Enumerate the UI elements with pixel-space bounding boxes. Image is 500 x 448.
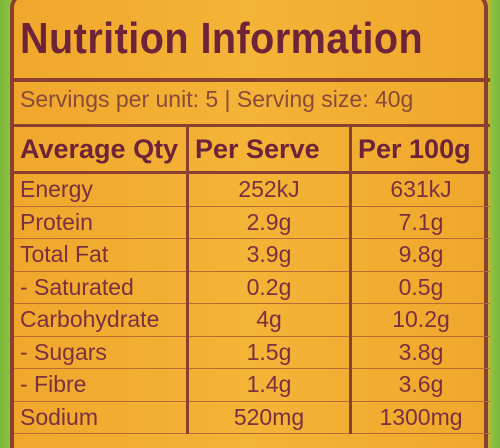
nutrient-row: Carbohydrate 4g 10.2g [14, 303, 490, 337]
nutrient-row: Sodium 520mg 1300mg [14, 401, 490, 434]
nutrient-row: - Sugars 1.5g 3.8g [14, 336, 490, 369]
nutrition-table: Average Qty Per Serve Per 100g Energy 252kJ… [14, 124, 490, 434]
nutrient-value: 0.5g [350, 271, 490, 304]
nutrient-row: - Fibre 1.4g 3.6g [14, 368, 490, 402]
table-body: Energy 252kJ 631kJ Protein 2.9g 7.1g Total Fat… [14, 172, 490, 434]
nutrient-row: Energy 252kJ 631kJ [14, 172, 490, 207]
nutrient-value: 4g [186, 303, 352, 337]
column-header: Per Serve [186, 124, 352, 174]
nutrient-value: 3.8g [350, 336, 490, 369]
nutrient-name: Carbohydrate [14, 303, 188, 337]
column-header: Per 100g [350, 124, 490, 174]
nutrient-value: 1300mg [350, 401, 490, 434]
nutrient-value: 9.8g [350, 238, 490, 272]
nutrient-row: Total Fat 3.9g 9.8g [14, 238, 490, 272]
nutrient-name: - Fibre [14, 368, 188, 402]
nutrient-value: 252kJ [186, 172, 352, 207]
nutrient-value: 520mg [186, 401, 352, 434]
nutrient-value: 3.6g [350, 368, 490, 402]
nutrient-name: Protein [14, 206, 188, 239]
column-header: Average Qty [14, 124, 188, 174]
nutrient-value: 3.9g [186, 238, 352, 272]
nutrient-name: Sodium [14, 401, 188, 434]
table-head: Average Qty Per Serve Per 100g [14, 124, 490, 174]
title: Nutrition Information [20, 14, 424, 63]
nutrient-value: 10.2g [350, 303, 490, 337]
nutrient-name: Total Fat [14, 238, 188, 272]
nutrient-value: 0.2g [186, 271, 352, 304]
nutrient-value: 1.5g [186, 336, 352, 369]
nutrient-value: 2.9g [186, 206, 352, 239]
header-row: Average Qty Per Serve Per 100g [14, 124, 490, 174]
nutrient-value: 7.1g [350, 206, 490, 239]
nutrient-name: Energy [14, 172, 188, 207]
title-rule [10, 78, 490, 82]
nutrient-row: - Saturated 0.2g 0.5g [14, 271, 490, 304]
nutrient-value: 1.4g [186, 368, 352, 402]
nutrient-name: - Sugars [14, 336, 188, 369]
nutrient-value: 631kJ [350, 172, 490, 207]
nutrient-row: Protein 2.9g 7.1g [14, 206, 490, 239]
nutrient-name: - Saturated [14, 271, 188, 304]
servings-info: Servings per unit: 5 | Serving size: 40g [20, 86, 414, 112]
